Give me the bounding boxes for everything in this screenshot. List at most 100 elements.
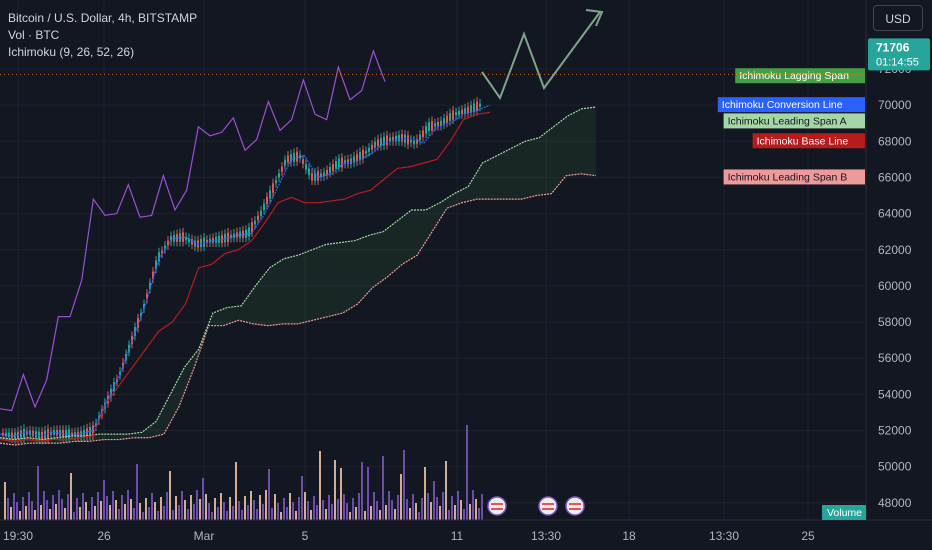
candle-body: [395, 135, 397, 142]
symbol-title[interactable]: Bitcoin / U.S. Dollar, 4h, BITSTAMP: [8, 11, 198, 25]
candle-body: [347, 159, 349, 164]
candle-body: [17, 431, 19, 440]
volume-legend[interactable]: Vol · BTC: [8, 28, 60, 42]
y-tick-label: 52000: [878, 424, 912, 438]
candle-body: [470, 105, 472, 113]
chart-overlays: [0, 9, 866, 516]
y-tick-label: 58000: [878, 315, 912, 329]
volume-bar: [67, 494, 69, 520]
candle-body: [266, 196, 268, 205]
volume-bar: [178, 505, 180, 520]
volume-bar: [232, 506, 234, 520]
volume-bar: [64, 508, 66, 520]
volume-bar: [355, 507, 357, 520]
volume-bar: [352, 498, 354, 520]
indicator-legend[interactable]: Ichimoku (9, 26, 52, 26): [8, 45, 135, 59]
series-label: Ichimoku Conversion Line: [722, 99, 843, 111]
candle-body: [200, 238, 202, 248]
volume-bar: [136, 464, 138, 520]
candle-body: [143, 304, 145, 309]
flag-stripe: [491, 508, 503, 510]
price-badge-value: 71706: [876, 40, 910, 54]
candle-body: [473, 103, 475, 112]
volume-bar: [97, 492, 99, 520]
volume-bar: [400, 474, 402, 520]
candle-body: [89, 427, 91, 436]
volume-bar: [343, 494, 345, 520]
y-tick-label: 48000: [878, 496, 912, 510]
price-axis[interactable]: 7200070000680006600064000620006000058000…: [865, 0, 932, 550]
volume-bar: [367, 467, 369, 520]
volume-bar: [466, 425, 468, 520]
volume-bar: [214, 498, 216, 520]
leading-span-b-line: [0, 173, 597, 446]
y-tick-label: 54000: [878, 387, 912, 401]
volume-bar: [112, 491, 114, 520]
volume-bar: [274, 494, 276, 520]
y-tick-label: 50000: [878, 460, 912, 474]
volume-bar: [49, 509, 51, 520]
volume-bar: [328, 495, 330, 520]
candle-body: [167, 240, 169, 246]
candle-body: [338, 158, 340, 168]
volume-bar: [358, 493, 360, 520]
candle-body: [170, 235, 172, 242]
volume-bar: [118, 509, 120, 520]
candle-body: [122, 362, 124, 368]
volume-bar: [10, 507, 12, 520]
volume-bar: [208, 503, 210, 520]
candle-body: [422, 130, 424, 138]
candle-body: [302, 159, 304, 164]
candle-body: [344, 160, 346, 164]
volume-bar: [382, 456, 384, 520]
volume-bar: [169, 471, 171, 520]
chart-legend: Bitcoin / U.S. Dollar, 4h, BITSTAMP Vol …: [8, 10, 197, 61]
price-axis-bg: [866, 0, 932, 550]
projection-arrow: [481, 11, 601, 101]
volume-bar: [196, 490, 198, 520]
candle-body: [119, 371, 121, 376]
candle-body: [431, 121, 433, 131]
candle-body: [413, 140, 415, 145]
volume-bar: [145, 498, 147, 520]
volume-bar: [412, 494, 414, 520]
volume-bar: [16, 502, 18, 520]
volume-bar: [94, 506, 96, 520]
volume-bar: [181, 491, 183, 520]
volume-bar: [88, 511, 90, 520]
volume-bar: [361, 462, 363, 520]
x-tick-label: 13:30: [709, 529, 739, 543]
volume-bar: [238, 501, 240, 520]
candle-body: [383, 136, 385, 146]
volume-bar: [109, 505, 111, 520]
volume-bar: [28, 492, 30, 520]
volume-bar: [391, 500, 393, 520]
candle-body: [263, 203, 265, 211]
volume-bar: [25, 506, 27, 520]
volume-bar: [175, 496, 177, 520]
volume-bar: [271, 508, 273, 520]
candle-body: [419, 134, 421, 141]
candle-body: [290, 154, 292, 163]
price-badge-countdown: 01:14:55: [876, 56, 919, 68]
flag-stripe: [542, 503, 554, 505]
candle-body: [152, 271, 154, 279]
currency-button[interactable]: USD: [873, 5, 923, 31]
candle-body: [323, 172, 325, 177]
candle-body: [275, 180, 277, 184]
series-labels: Ichimoku Lagging Span Ichimoku Conversion…: [717, 38, 930, 520]
volume-bar: [349, 512, 351, 520]
volume-bar: [469, 504, 471, 520]
time-axis[interactable]: 19:30 26 Mar 5 11 13:30 18 13:30 25: [0, 519, 932, 550]
volume-bar: [127, 490, 129, 520]
candle-body: [146, 293, 148, 299]
volume-bar: [19, 511, 21, 520]
volume-bar: [148, 507, 150, 520]
volume-bar: [424, 467, 426, 520]
volume-bar: [43, 491, 45, 520]
volume-bar: [430, 502, 432, 520]
cloud-fill: [0, 106, 596, 445]
series-label-bg: [735, 68, 865, 84]
volume-bar: [295, 511, 297, 520]
